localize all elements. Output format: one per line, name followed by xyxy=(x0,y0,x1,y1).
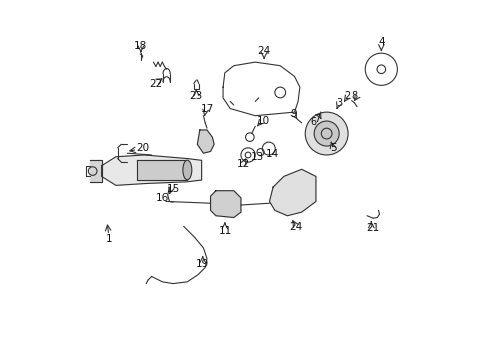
Text: 14: 14 xyxy=(265,149,279,158)
Text: 13: 13 xyxy=(250,153,263,162)
Text: 3: 3 xyxy=(335,98,342,108)
Text: 23: 23 xyxy=(189,91,203,101)
Polygon shape xyxy=(90,160,102,182)
Polygon shape xyxy=(210,191,241,217)
Text: 4: 4 xyxy=(377,37,384,48)
Polygon shape xyxy=(269,169,315,216)
Text: 9: 9 xyxy=(290,109,297,119)
Polygon shape xyxy=(137,160,187,180)
Text: 18: 18 xyxy=(134,41,147,51)
Circle shape xyxy=(305,112,347,155)
Text: 22: 22 xyxy=(149,79,162,89)
Ellipse shape xyxy=(183,160,191,180)
Text: 24: 24 xyxy=(257,46,270,56)
Text: 8: 8 xyxy=(351,91,357,101)
Polygon shape xyxy=(102,155,201,185)
Text: 19: 19 xyxy=(196,259,209,269)
Text: 5: 5 xyxy=(329,143,336,153)
Text: 21: 21 xyxy=(365,223,378,233)
Text: 17: 17 xyxy=(200,104,213,113)
Text: 12: 12 xyxy=(237,158,250,168)
Text: 2: 2 xyxy=(344,91,350,101)
Text: 1: 1 xyxy=(105,234,112,244)
Text: 11: 11 xyxy=(219,226,232,236)
Text: 10: 10 xyxy=(256,116,269,126)
Text: 7: 7 xyxy=(313,114,320,124)
Circle shape xyxy=(313,121,339,146)
Text: 16: 16 xyxy=(155,193,169,203)
Text: 6: 6 xyxy=(310,117,316,127)
Polygon shape xyxy=(197,130,214,153)
Text: 20: 20 xyxy=(136,143,149,153)
Text: 15: 15 xyxy=(167,184,180,194)
Text: 24: 24 xyxy=(289,222,302,232)
